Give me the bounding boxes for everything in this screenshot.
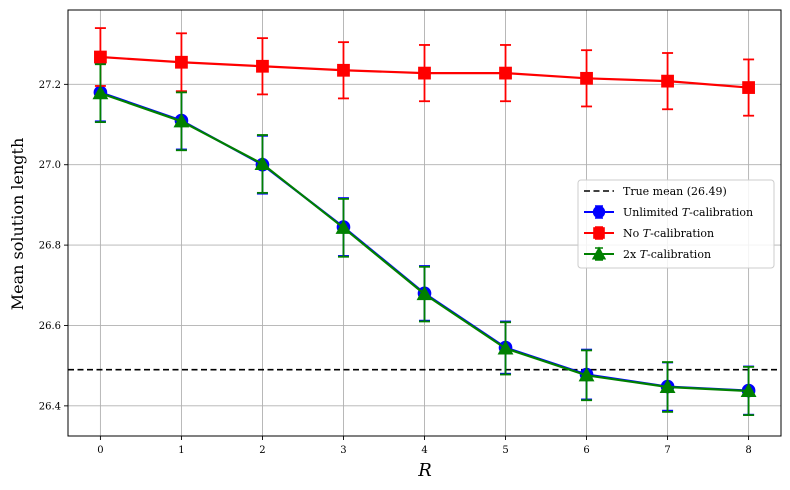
x-tick-label: 2 xyxy=(259,445,265,456)
data-point xyxy=(740,382,757,398)
y-tick-label: 26.4 xyxy=(39,401,61,412)
y-axis-ticks: 26.4 26.6 26.8 27.0 27.2 xyxy=(39,80,68,412)
legend-item-triangle: 2x T-calibration xyxy=(584,246,711,261)
data-point xyxy=(742,81,755,94)
series-layer xyxy=(92,27,757,417)
legend-marker xyxy=(593,227,605,239)
legend-label-prefix: Unlimited xyxy=(623,206,682,219)
data-point xyxy=(256,59,269,73)
x-tick-label: 8 xyxy=(745,445,751,456)
legend-label-math: T xyxy=(682,206,691,219)
legend-item-circle: Unlimited T-calibration xyxy=(584,205,753,219)
legend-label-prefix: 2x xyxy=(623,248,640,261)
data-point xyxy=(254,155,271,170)
data-point xyxy=(497,340,514,355)
legend: True mean (26.49)Unlimited T-calibration… xyxy=(577,179,775,269)
x-tick-label: 4 xyxy=(421,445,427,456)
x-tick-label: 1 xyxy=(178,445,184,456)
x-tick-label: 5 xyxy=(502,445,508,456)
y-tick-label: 27.2 xyxy=(39,80,61,91)
x-tick-label: 3 xyxy=(340,445,346,456)
series-triangle xyxy=(92,63,757,417)
legend-marker xyxy=(591,246,607,260)
legend-label-math: T xyxy=(640,248,649,261)
data-point xyxy=(418,66,431,80)
legend-label-suffix: -calibration xyxy=(647,248,711,261)
series-square xyxy=(94,27,755,117)
x-axis-label: R xyxy=(417,460,432,481)
x-tick-label: 7 xyxy=(664,445,670,456)
data-point xyxy=(416,285,433,301)
legend-frame xyxy=(577,179,775,269)
data-point xyxy=(335,219,352,234)
legend-label: Unlimited T-calibration xyxy=(623,206,753,219)
x-axis-ticks: 0 1 2 3 4 5 6 7 8 xyxy=(97,436,752,456)
y-tick-label: 27.0 xyxy=(39,160,61,171)
data-point xyxy=(578,367,595,382)
data-point xyxy=(659,378,676,394)
legend-label-suffix: -calibration xyxy=(650,227,714,240)
legend-item-true-mean: True mean (26.49) xyxy=(584,185,727,198)
data-point xyxy=(661,74,674,88)
legend-label: True mean (26.49) xyxy=(623,185,727,198)
data-point xyxy=(337,63,350,77)
data-point xyxy=(173,113,190,128)
y-tick-label: 26.6 xyxy=(39,321,61,332)
x-tick-label: 0 xyxy=(97,445,103,456)
data-point xyxy=(580,71,593,85)
legend-label-prefix: No xyxy=(623,227,643,240)
data-point xyxy=(499,66,512,80)
data-point xyxy=(92,84,109,100)
x-tick-label: 6 xyxy=(583,445,589,456)
legend-label-math: T xyxy=(643,227,652,240)
y-tick-label: 26.8 xyxy=(39,241,61,252)
legend-label: No T-calibration xyxy=(623,227,714,240)
legend-item-square: No T-calibration xyxy=(584,226,714,240)
data-point xyxy=(94,50,107,64)
legend-label: 2x T-calibration xyxy=(623,248,711,261)
data-point xyxy=(175,55,188,69)
y-axis-label: Mean solution length xyxy=(8,138,27,310)
legend-marker xyxy=(592,205,606,219)
legend-label-suffix: -calibration xyxy=(689,206,753,219)
